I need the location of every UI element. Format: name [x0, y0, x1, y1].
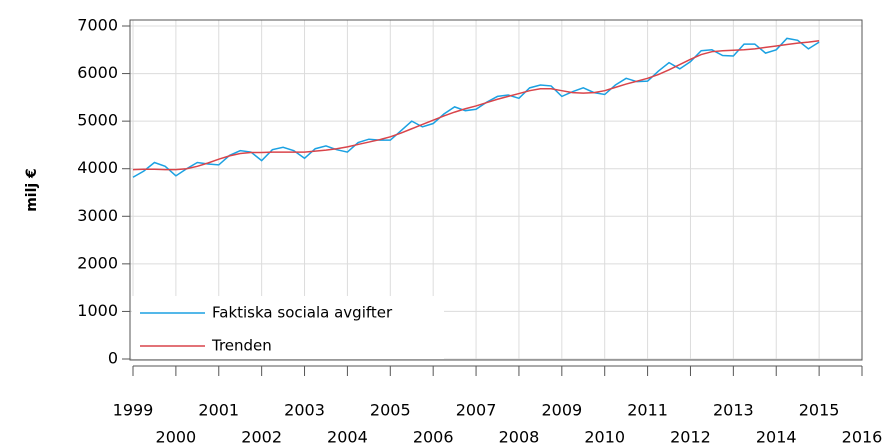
series-line [132, 37, 820, 178]
x-tick-label: 2004 [327, 428, 368, 447]
x-tick-label: 2014 [756, 428, 797, 447]
legend [132, 296, 444, 359]
x-tick-label: 2000 [156, 428, 197, 447]
y-tick-label: 4000 [77, 158, 118, 177]
x-tick-label: 2003 [284, 401, 325, 420]
series-line [132, 40, 820, 171]
x-tick-label: 2002 [241, 428, 282, 447]
y-tick-label: 5000 [77, 111, 118, 130]
y-tick-label: 6000 [77, 63, 118, 82]
x-tick-label: 2013 [713, 401, 754, 420]
x-tick-label: 2009 [541, 401, 582, 420]
y-tick-label: 2000 [77, 253, 118, 272]
x-tick-label: 2005 [370, 401, 411, 420]
y-axis-label: milj € [24, 168, 40, 212]
y-tick-label: 7000 [77, 16, 118, 35]
x-tick-label: 2016 [842, 428, 883, 447]
legend-label: Faktiska sociala avgifter [212, 304, 393, 322]
y-tick-label: 1000 [77, 301, 118, 320]
x-tick-label: 2001 [198, 401, 239, 420]
x-tick-label: 1999 [113, 401, 154, 420]
legend-label: Trenden [211, 337, 272, 355]
plot-frame [129, 19, 863, 361]
x-tick-label: 2006 [413, 428, 454, 447]
x-tick-label: 2012 [670, 428, 711, 447]
x-tick-label: 2008 [499, 428, 540, 447]
x-tick-label: 2010 [584, 428, 625, 447]
y-tick-label: 0 [108, 349, 118, 368]
x-tick-label: 2015 [799, 401, 840, 420]
y-tick-label: 3000 [77, 206, 118, 225]
x-tick-label: 2011 [627, 401, 668, 420]
x-tick-label: 2007 [456, 401, 497, 420]
